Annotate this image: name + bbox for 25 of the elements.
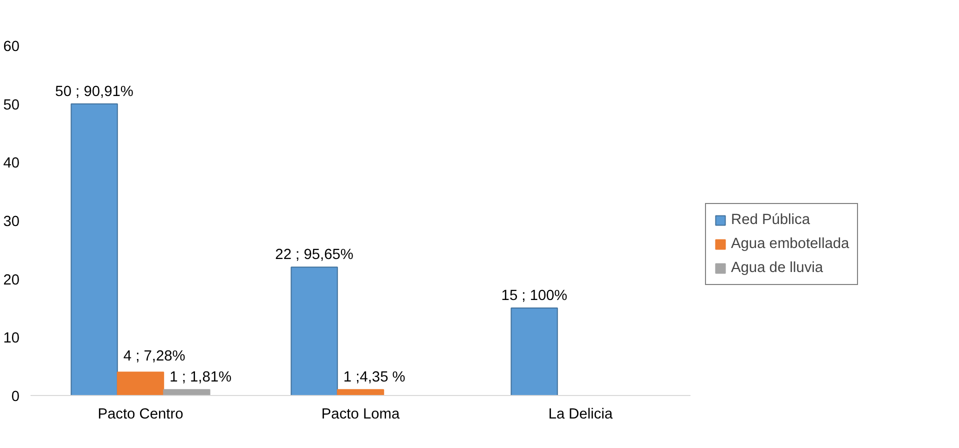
y-tick-label: 50 bbox=[3, 97, 20, 114]
x-tick-label: La Delicia bbox=[548, 406, 614, 422]
legend-label: Agua embotellada bbox=[731, 236, 850, 252]
bar bbox=[510, 308, 558, 396]
bar bbox=[290, 266, 338, 396]
y-tick-label: 40 bbox=[3, 156, 20, 172]
bar bbox=[70, 103, 118, 396]
y-tick-label: 20 bbox=[3, 272, 20, 288]
data-label: 15 ; 100% bbox=[501, 288, 568, 304]
legend-label: Red Pública bbox=[731, 212, 810, 228]
y-tick-label: 10 bbox=[3, 330, 20, 347]
x-tick-label: Pacto Centro bbox=[98, 406, 184, 422]
data-label: 4 ; 7,28% bbox=[123, 348, 186, 365]
data-label: 50 ; 90,91% bbox=[55, 84, 134, 100]
data-label: 1 ;4,35 % bbox=[343, 370, 406, 386]
data-label: 1 ; 1,81% bbox=[170, 370, 232, 386]
data-label: 22 ; 95,65% bbox=[275, 247, 354, 264]
y-tick-label: 0 bbox=[11, 389, 20, 405]
bar bbox=[163, 389, 210, 396]
legend-label: Agua de lluvia bbox=[731, 260, 824, 276]
y-tick-label: 60 bbox=[3, 39, 20, 55]
x-tick-label: Pacto Loma bbox=[321, 406, 400, 422]
bar bbox=[336, 389, 384, 396]
bar bbox=[116, 372, 164, 396]
y-tick-label: 30 bbox=[3, 214, 20, 230]
